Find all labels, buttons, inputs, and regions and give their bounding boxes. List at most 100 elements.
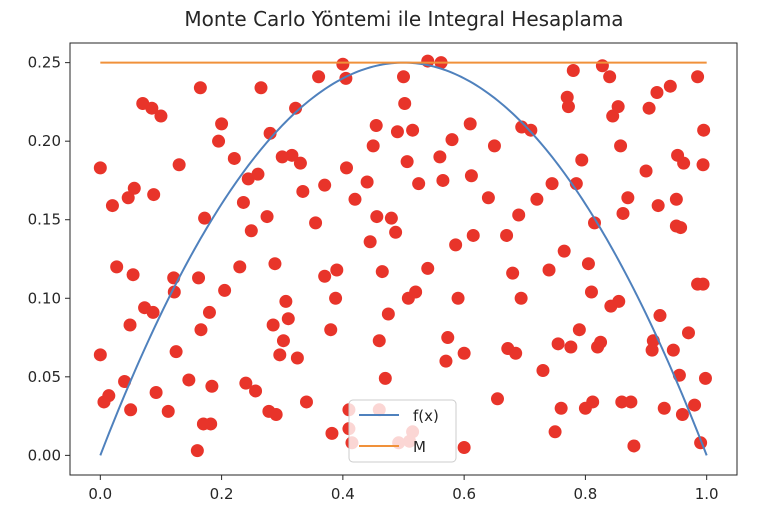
scatter-point-150 xyxy=(603,70,617,84)
scatter-point-177 xyxy=(677,156,691,170)
scatter-point-146 xyxy=(588,216,601,230)
scatter-point-178 xyxy=(681,326,695,340)
scatter-point-23 xyxy=(172,158,186,172)
scatter-point-57 xyxy=(285,148,299,162)
scatter-point-79 xyxy=(363,235,377,249)
scatter-point-97 xyxy=(406,123,420,137)
scatter-point-122 xyxy=(509,346,523,360)
scatter-point-34 xyxy=(212,134,226,148)
scatter-point-65 xyxy=(318,178,332,192)
scatter-point-49 xyxy=(266,318,280,332)
scatter-point-25 xyxy=(190,444,204,458)
scatter-point-44 xyxy=(251,167,265,181)
scatter-point-127 xyxy=(530,192,544,206)
scatter-point-109 xyxy=(449,238,463,252)
scatter-point-80 xyxy=(366,139,380,153)
legend-frame xyxy=(348,399,457,463)
scatter-point-169 xyxy=(663,79,677,93)
scatter-point-58 xyxy=(289,101,303,115)
scatter-point-53 xyxy=(275,150,289,164)
scatter-point-43 xyxy=(249,384,263,398)
scatter-point-105 xyxy=(436,173,450,187)
scatter-point-184 xyxy=(696,158,710,172)
scatter-point-4 xyxy=(105,199,119,213)
scatter-point-18 xyxy=(154,109,168,123)
scatter-point-140 xyxy=(572,323,586,337)
scatter-point-102 xyxy=(421,261,435,275)
scatter-point-152 xyxy=(606,109,620,123)
scatter-point-110 xyxy=(451,291,465,305)
scatter-point-73 xyxy=(340,161,353,175)
scatter-point-46 xyxy=(260,210,274,224)
scatter-point-35 xyxy=(215,117,229,131)
scatter-point-183 xyxy=(696,277,710,291)
scatter-point-124 xyxy=(514,291,528,305)
scatter-point-128 xyxy=(536,364,550,378)
scatter-point-123 xyxy=(512,208,526,222)
scatter-point-156 xyxy=(615,395,629,409)
y-tick-label-3: 0.15 xyxy=(28,211,61,229)
scatter-point-5 xyxy=(110,260,124,274)
scatter-point-26 xyxy=(192,271,206,285)
scatter-point-59 xyxy=(290,351,304,365)
scatter-point-30 xyxy=(198,211,212,225)
scatter-point-155 xyxy=(614,139,628,153)
scatter-point-8 xyxy=(123,318,137,332)
scatter-point-42 xyxy=(244,224,258,238)
scatter-point-37 xyxy=(227,151,241,165)
scatter-point-137 xyxy=(564,340,578,354)
scatter-point-54 xyxy=(276,334,290,348)
scatter-point-6 xyxy=(118,375,132,389)
scatter-point-45 xyxy=(254,81,268,95)
scatter-point-63 xyxy=(309,216,323,230)
scatter-point-129 xyxy=(542,263,556,277)
scatter-point-51 xyxy=(269,408,283,422)
scatter-point-145 xyxy=(586,395,600,409)
scatter-point-39 xyxy=(236,195,250,209)
scatter-point-14 xyxy=(145,101,159,115)
scatter-point-82 xyxy=(370,210,384,224)
scatter-point-81 xyxy=(369,118,383,132)
scatter-point-115 xyxy=(466,228,480,242)
scatter-point-168 xyxy=(657,401,671,415)
scatter-point-149 xyxy=(595,59,609,73)
scatter-point-69 xyxy=(329,291,343,305)
y-tick-label-2: 0.10 xyxy=(28,289,61,307)
scatter-point-1 xyxy=(93,348,107,362)
legend-label-m: M xyxy=(413,438,426,456)
lines xyxy=(99,61,708,456)
scatter-point-85 xyxy=(375,265,389,279)
scatter-point-78 xyxy=(360,175,374,189)
scatter-point-148 xyxy=(594,335,608,349)
scatter-point-92 xyxy=(397,70,410,84)
scatter-point-159 xyxy=(624,395,638,409)
scatter-point-107 xyxy=(441,331,455,345)
scatter-point-157 xyxy=(616,206,630,220)
scatter-point-55 xyxy=(279,294,293,308)
scatter-point-170 xyxy=(666,343,680,357)
scatter-point-93 xyxy=(398,96,412,110)
scatter-point-114 xyxy=(464,169,478,183)
scatter-point-90 xyxy=(390,125,404,139)
scatter-point-133 xyxy=(554,401,568,415)
scatter-point-111 xyxy=(457,346,471,360)
legend: f(x) M xyxy=(348,399,457,463)
scatter-point-118 xyxy=(490,392,504,406)
x-tick-label-5: 1.0 xyxy=(695,485,719,503)
scatter-points xyxy=(93,54,712,458)
scatter-point-3 xyxy=(102,389,116,403)
scatter-point-68 xyxy=(325,426,339,440)
legend-label-fx: f(x) xyxy=(413,407,439,425)
scatter-point-161 xyxy=(639,164,653,178)
scatter-point-86 xyxy=(378,371,392,385)
scatter-point-41 xyxy=(241,172,255,186)
scatter-point-71 xyxy=(336,57,350,71)
scatter-point-186 xyxy=(698,371,712,385)
scatter-point-143 xyxy=(581,257,595,271)
scatter-point-22 xyxy=(169,345,183,359)
y-axis: 0.00 0.05 0.10 0.15 0.20 0.25 xyxy=(28,54,70,464)
scatter-point-62 xyxy=(299,395,313,409)
x-tick-label-2: 0.4 xyxy=(331,485,355,503)
scatter-point-141 xyxy=(575,153,589,167)
scatter-point-158 xyxy=(621,191,635,205)
